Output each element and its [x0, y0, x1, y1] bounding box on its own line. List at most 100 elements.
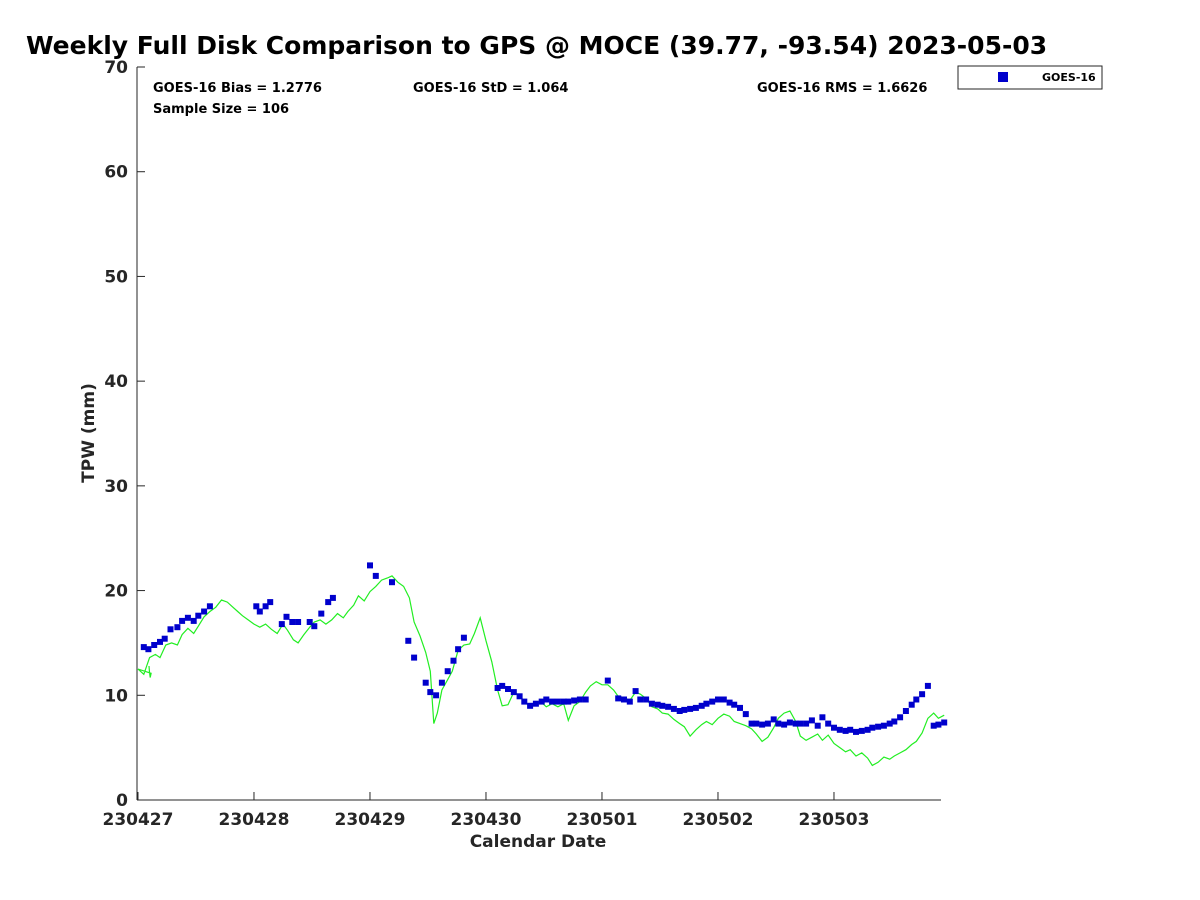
- goes16-point: [460, 634, 467, 641]
- goes16-point: [803, 720, 810, 727]
- goes16-point: [819, 714, 826, 721]
- goes16-point: [444, 668, 451, 675]
- x-tick-label: 230427: [102, 810, 173, 830]
- goes16-point: [615, 695, 622, 702]
- goes16-point: [720, 696, 727, 703]
- goes16-point: [770, 716, 777, 723]
- goes16-point: [919, 691, 926, 698]
- goes16-point: [864, 726, 871, 733]
- goes16-point: [145, 646, 152, 653]
- goes16-point: [775, 720, 782, 727]
- goes16-point: [206, 603, 213, 610]
- goes16-point: [329, 594, 336, 601]
- y-tick-label: 30: [104, 477, 128, 497]
- x-tick-label: 230501: [566, 810, 637, 830]
- goes16-point: [781, 721, 788, 728]
- goes16-point: [161, 635, 168, 642]
- y-tick-label: 40: [104, 372, 128, 392]
- goes16-point: [295, 619, 302, 625]
- goes16-point: [505, 686, 511, 692]
- goes16-point: [325, 599, 332, 606]
- goes16-point: [825, 720, 832, 727]
- y-axis-label: TPW (mm): [79, 383, 99, 483]
- goes16-point: [869, 724, 876, 731]
- x-tick-label: 230503: [798, 810, 869, 830]
- goes16-point: [891, 718, 898, 725]
- x-axis-label: Calendar Date: [470, 832, 607, 852]
- goes16-point: [621, 696, 627, 703]
- goes16-point: [201, 608, 208, 615]
- y-tick-label: 20: [104, 582, 128, 602]
- y-tick-label: 50: [104, 267, 128, 287]
- goes16-point: [450, 657, 457, 664]
- goes16-point: [157, 638, 163, 645]
- goes16-point: [411, 654, 418, 661]
- goes16-point: [698, 702, 705, 709]
- goes16-point: [253, 603, 260, 610]
- goes16-point: [167, 626, 174, 633]
- goes16-point: [814, 722, 821, 729]
- goes16-point: [560, 698, 567, 705]
- goes16-point: [808, 717, 815, 724]
- goes16-point: [516, 693, 523, 700]
- goes16-point: [687, 705, 694, 712]
- goes16-point: [565, 698, 572, 705]
- goes16-point: [549, 698, 556, 705]
- goes16-point: [576, 696, 583, 703]
- goes16-point: [499, 682, 506, 689]
- goes16-point: [289, 619, 296, 625]
- goes16-point: [582, 696, 589, 703]
- goes16-point: [748, 720, 755, 727]
- x-tick-label: 230428: [218, 810, 289, 830]
- goes16-point: [367, 562, 373, 569]
- goes16-point: [637, 696, 644, 703]
- legend-box: [957, 65, 1103, 90]
- goes16-point: [372, 572, 379, 579]
- goes16-point: [703, 700, 710, 707]
- y-tick-label: 70: [104, 58, 128, 78]
- goes16-point: [510, 689, 517, 696]
- goes16-point: [190, 617, 197, 624]
- goes16-point: [737, 704, 743, 711]
- goes16-point: [626, 698, 633, 705]
- goes16-point: [179, 617, 186, 624]
- goes16-point: [797, 720, 804, 727]
- goes16-point: [571, 697, 578, 704]
- goes16-point: [930, 722, 937, 729]
- goes16-point: [151, 642, 158, 648]
- goes16-point: [715, 696, 721, 703]
- goes16-point: [941, 719, 948, 726]
- goes16-point: [267, 599, 274, 606]
- goes16-point: [527, 702, 534, 709]
- goes16-point: [676, 708, 683, 714]
- goes16-point: [538, 698, 545, 705]
- goes16-point: [753, 720, 760, 727]
- std-stat: GOES-16 StD = 1.064: [413, 81, 568, 96]
- sample-size-stat: Sample Size = 106: [153, 102, 289, 117]
- goes16-point: [842, 727, 849, 734]
- legend-marker-goes16: [998, 72, 1008, 82]
- x-tick-label: 230502: [682, 810, 753, 830]
- goes16-point: [853, 728, 859, 735]
- goes16-point: [184, 614, 191, 621]
- x-tick-label: 230430: [450, 810, 521, 830]
- goes16-point: [521, 698, 528, 705]
- goes16-point: [836, 726, 843, 733]
- goes16-point: [897, 714, 904, 721]
- goes16-point: [648, 700, 655, 707]
- goes16-point: [494, 685, 501, 691]
- goes16-point: [692, 704, 699, 711]
- goes16-point: [455, 646, 462, 653]
- goes16-point: [847, 726, 854, 733]
- plot-area: 0 10 20 30 40 50 60 70 230427 230428 230429 230430 2…: [102, 58, 948, 830]
- goes16-point: [786, 719, 793, 726]
- goes16-point: [311, 623, 318, 630]
- goes16-point: [256, 608, 263, 615]
- goes16-point: [405, 637, 412, 644]
- goes16-point: [880, 722, 887, 729]
- goes16-point: [726, 699, 733, 706]
- goes16-point: [306, 619, 313, 625]
- goes16-point: [875, 723, 882, 730]
- goes16-point: [283, 613, 290, 620]
- goes16-point: [902, 708, 909, 714]
